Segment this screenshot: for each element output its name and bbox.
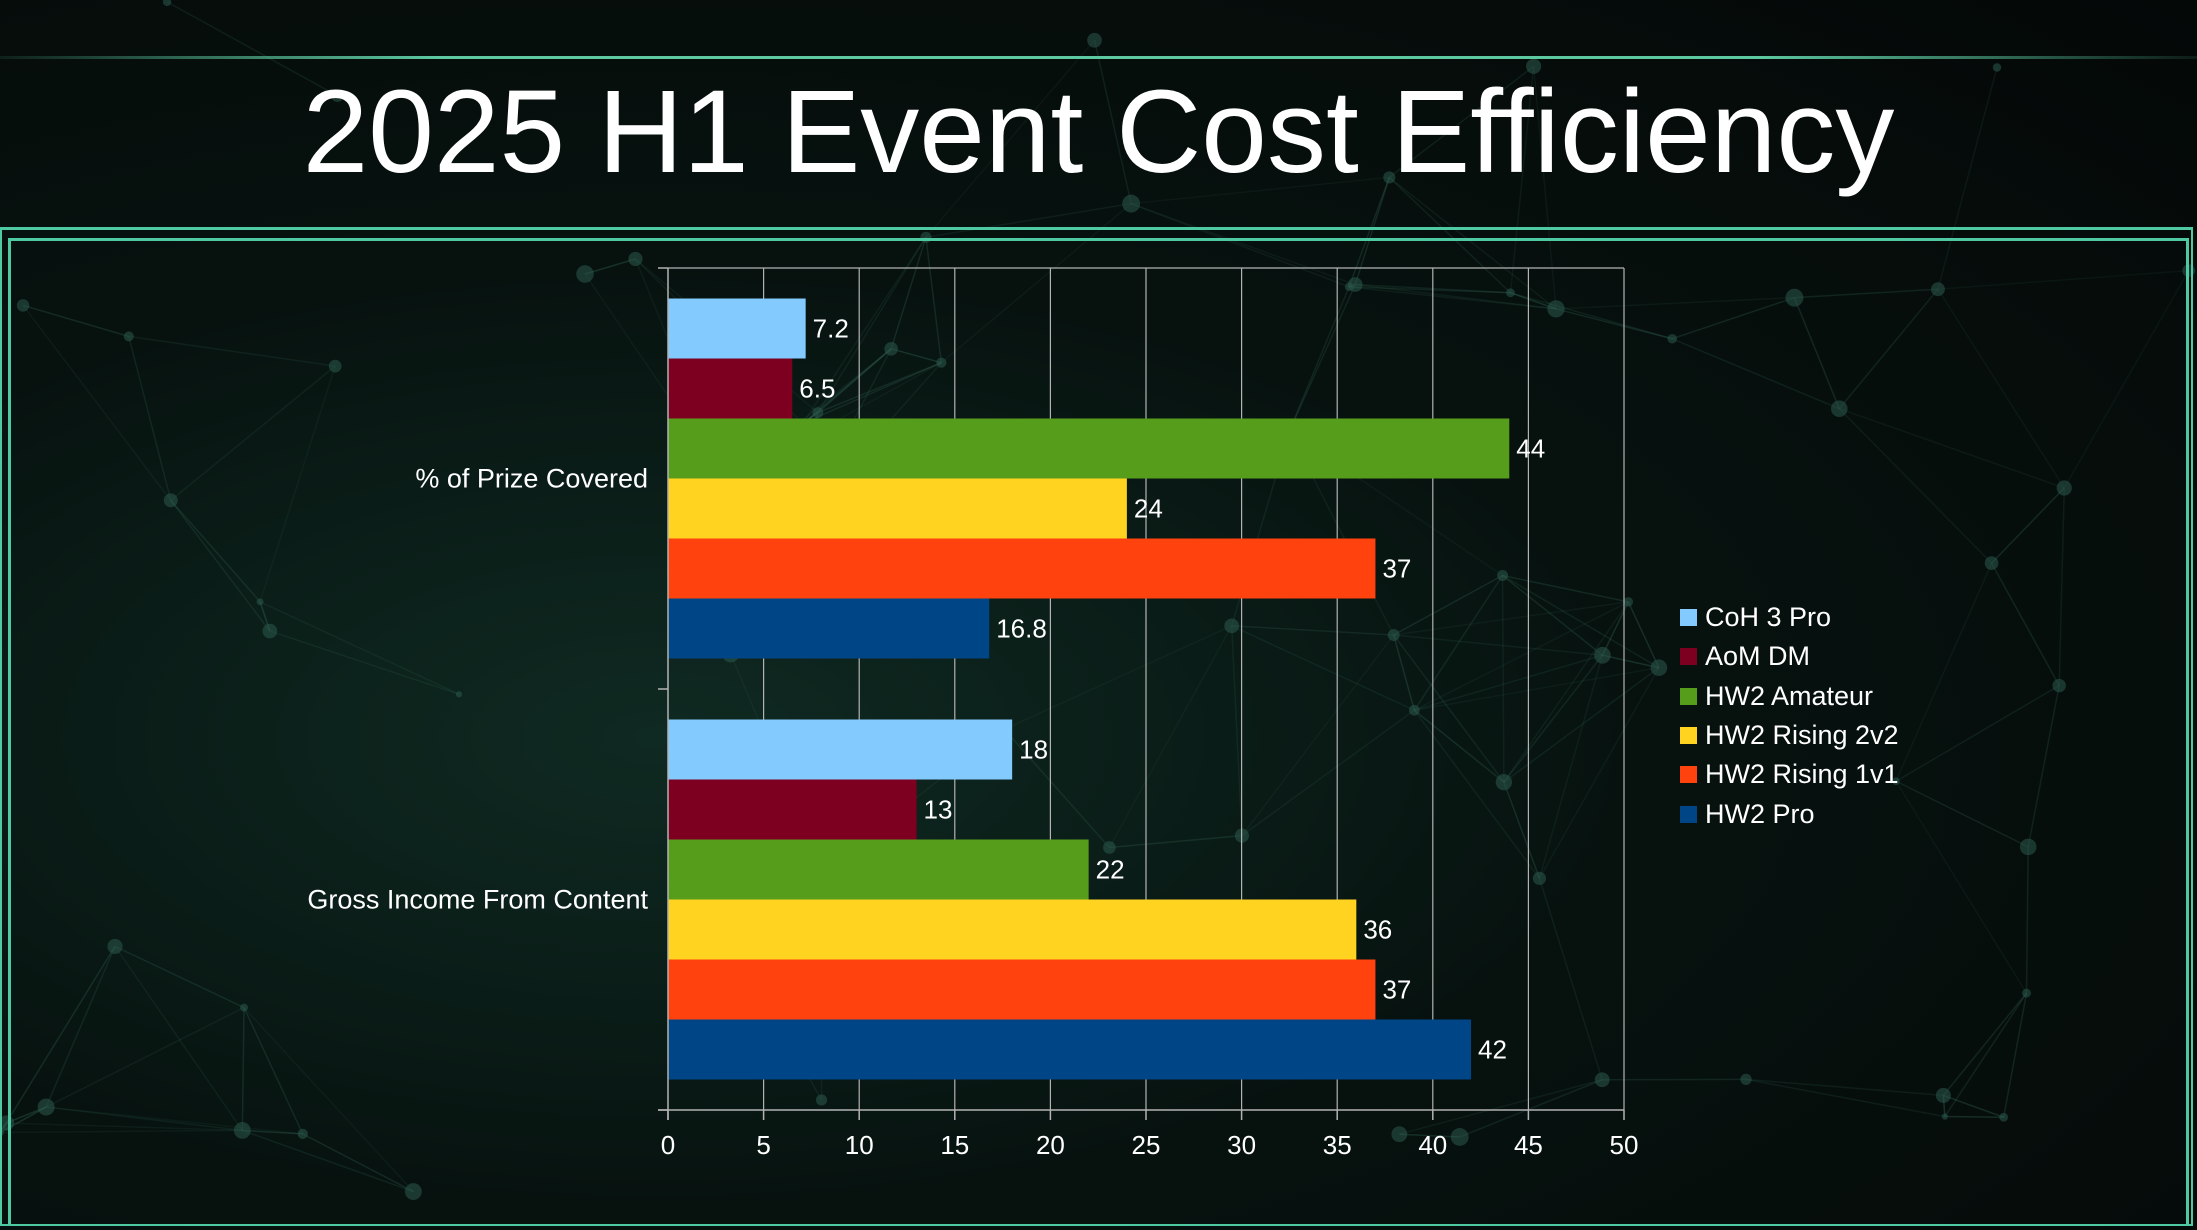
- legend-swatch: [1680, 687, 1697, 705]
- bar: [668, 478, 1127, 539]
- title-band: 2025 H1 Event Cost Efficiency: [0, 0, 2197, 225]
- legend-label: HW2 Pro: [1705, 798, 1815, 829]
- x-tick-label: 0: [661, 1130, 675, 1160]
- bar: [668, 719, 1013, 780]
- x-tick-label: 30: [1227, 1130, 1256, 1160]
- bar: [668, 598, 990, 659]
- legend-label: HW2 Rising 1v1: [1705, 759, 1899, 790]
- legend-label: HW2 Rising 2v2: [1705, 720, 1899, 751]
- legend-label: HW2 Amateur: [1705, 680, 1874, 711]
- legend-item: HW2 Rising 1v1: [1680, 755, 1899, 794]
- legend-swatch: [1680, 805, 1697, 823]
- content-frame-outer: [0, 227, 2193, 1226]
- bar: [668, 779, 917, 840]
- content-frame-inner: [8, 238, 2189, 1226]
- data-label: 42: [1478, 1035, 1507, 1065]
- data-label: 18: [1019, 735, 1048, 765]
- data-label: 16.8: [996, 614, 1047, 644]
- bar: [668, 538, 1376, 599]
- data-label: 24: [1134, 494, 1163, 524]
- data-label: 37: [1382, 975, 1411, 1005]
- data-label: 6.5: [799, 374, 835, 404]
- legend-swatch: [1680, 648, 1697, 666]
- x-tick-label: 40: [1418, 1130, 1447, 1160]
- bar: [668, 358, 793, 419]
- legend-label: CoH 3 Pro: [1705, 602, 1832, 633]
- data-label: 44: [1516, 434, 1545, 464]
- bar: [668, 839, 1089, 900]
- data-label: 13: [924, 795, 953, 825]
- category-label: Gross Income From Content: [307, 885, 648, 915]
- x-tick-label: 15: [940, 1130, 969, 1160]
- data-label: 37: [1382, 554, 1411, 584]
- slide-title: 2025 H1 Event Cost Efficiency: [302, 66, 1895, 198]
- legend-item: HW2 Pro: [1680, 794, 1899, 833]
- legend-swatch: [1680, 609, 1697, 627]
- bar: [668, 1019, 1472, 1080]
- bar: [668, 418, 1510, 479]
- legend-item: HW2 Amateur: [1680, 677, 1899, 716]
- legend-swatch: [1680, 727, 1697, 745]
- legend-item: CoH 3 Pro: [1680, 598, 1899, 637]
- x-tick-label: 10: [845, 1130, 874, 1160]
- x-tick-label: 5: [756, 1130, 770, 1160]
- bar: [668, 298, 806, 359]
- x-tick-label: 20: [1036, 1130, 1065, 1160]
- data-label: 22: [1096, 855, 1125, 885]
- legend-item: AoM DM: [1680, 637, 1899, 676]
- title-rule: [0, 56, 2197, 59]
- x-tick-label: 45: [1514, 1130, 1543, 1160]
- category-label: % of Prize Covered: [415, 464, 648, 494]
- data-label: 7.2: [813, 314, 849, 344]
- legend-swatch: [1680, 766, 1697, 784]
- data-label: 36: [1363, 915, 1392, 945]
- legend-label: AoM DM: [1705, 641, 1811, 672]
- bar: [668, 899, 1357, 960]
- x-tick-label: 50: [1610, 1130, 1639, 1160]
- chart-legend: CoH 3 Pro AoM DM HW2 Amateur HW2 Rising 2v2…: [1680, 598, 1899, 834]
- legend-item: HW2 Rising 2v2: [1680, 716, 1899, 755]
- bar: [668, 959, 1376, 1020]
- x-tick-label: 25: [1132, 1130, 1161, 1160]
- x-tick-label: 35: [1323, 1130, 1352, 1160]
